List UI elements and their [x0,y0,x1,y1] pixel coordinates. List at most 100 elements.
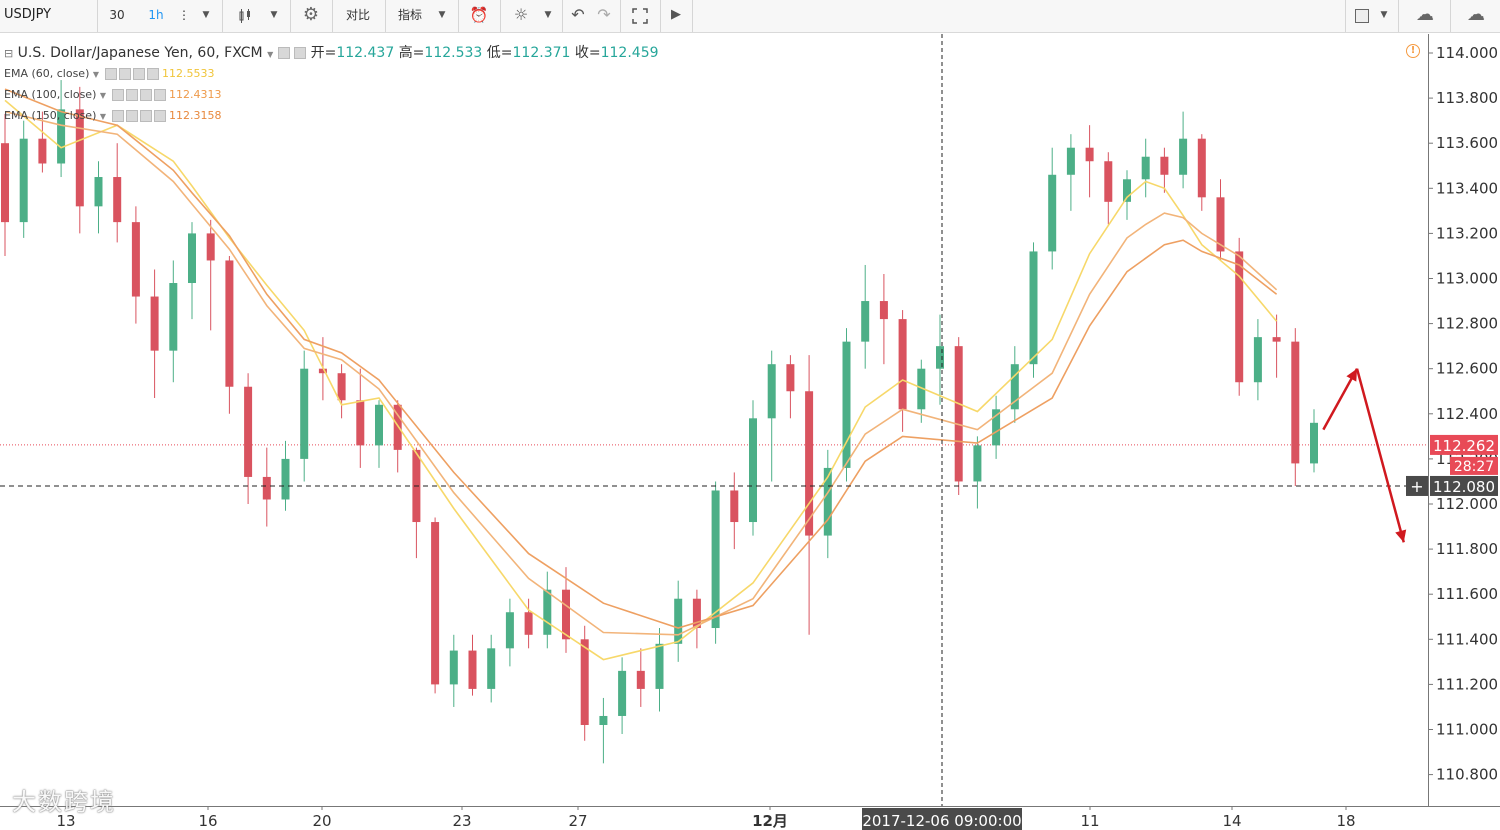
more-intervals-icon[interactable]: ⋮ [178,8,190,22]
eye-icon[interactable] [111,110,124,122]
settings-small-icon[interactable] [125,110,138,122]
current-price-badge [1430,434,1498,455]
interval-1h-button[interactable]: 1h [148,8,164,22]
eye-icon[interactable] [277,47,290,59]
candle-body [580,639,589,725]
settings-small-icon[interactable] [125,89,138,101]
time-tick-label: 11 [1080,812,1099,830]
candle-body [973,445,982,482]
candle-body [1216,197,1225,252]
time-tick-label: 18 [1336,812,1355,830]
compare-button[interactable]: 对比 [345,8,370,22]
replay-play-icon[interactable]: ▶ [671,7,681,22]
close-icon[interactable] [153,89,166,101]
candle-body [1010,364,1019,410]
indicator-value: 112.5533 [162,67,215,80]
top-toolbar: USDJPY 30 1h ⋮ ▼ ▼ ⚙ 对比 指标 ▼ ⏰ ☼ ▼ ↶ ↷ ▶… [0,0,1500,33]
candle-body [936,346,944,369]
candle-body [375,404,383,446]
candle-body [1160,156,1169,175]
close-icon[interactable] [153,110,166,122]
candle-body [244,386,253,477]
candle-body [1179,138,1188,175]
plus-icon[interactable] [139,89,152,101]
idea-bulb-icon[interactable]: ☼ [513,5,529,24]
candle-body [300,368,309,459]
candle-body [1310,422,1318,464]
price-tick-label: 112.000 [1436,495,1498,513]
indicators-button[interactable]: 指标 [397,8,422,22]
layout-dropdown-icon[interactable]: ▼ [1380,10,1388,20]
price-tick-label: 114.000 [1436,44,1498,62]
time-tick-label: 12月 [752,812,788,830]
indicator-caret-icon[interactable]: ▼ [99,112,107,121]
candle-body [1,143,9,223]
candle-body [19,138,28,223]
countdown-badge [1450,456,1498,475]
ohlc-close-value: 112.459 [600,45,659,61]
interval-dropdown-icon[interactable]: ▼ [202,10,210,20]
candle-body [1235,251,1244,383]
candle-body [356,400,365,446]
crosshair-plus-icon[interactable]: + [1410,477,1423,496]
time-tick-label: 20 [312,812,331,830]
settings-small-icon[interactable] [294,47,307,59]
settings-small-icon[interactable] [118,68,131,80]
candle-body [562,589,570,640]
time-tick-label: 13 [56,812,75,830]
price-tick-label: 112.800 [1436,315,1498,333]
candle-body [393,404,402,450]
crosshair-plus-badge[interactable] [1406,475,1428,496]
idea-dropdown-icon[interactable]: ▼ [544,10,552,20]
symbol-search-field[interactable]: USDJPY [4,7,52,22]
candle-body [1141,156,1150,180]
eye-icon[interactable] [111,89,124,101]
candle-body [75,109,84,207]
candle-body [711,490,720,629]
candle-body [262,476,271,500]
legend-caret-icon[interactable]: ▼ [267,50,274,59]
price-tick-label: 111.200 [1436,675,1498,693]
alert-clock-icon[interactable]: ⏰ [469,6,489,24]
indicator-ema-100[interactable]: EMA (100, close) ▼ 112.4313 [4,88,222,101]
plus-icon[interactable] [139,110,152,122]
price-tick-label: 110.800 [1436,766,1498,784]
ohlc-high-value: 112.533 [424,45,483,61]
candle-body [225,260,234,387]
candle-body [524,612,533,635]
indicator-ema-150[interactable]: EMA (150, close) ▼ 112.3158 [4,109,222,122]
time-tick-label: 14 [1222,812,1241,830]
price-axis[interactable] [1428,34,1500,830]
warning-icon[interactable]: ! [1406,44,1420,58]
collapse-legend-icon[interactable]: ⊟ [4,47,14,60]
chart-type-dropdown-icon[interactable]: ▼ [270,10,278,20]
indicator-caret-icon[interactable]: ▼ [99,91,107,100]
time-tick-label: 16 [198,812,217,830]
cloud-save-icon[interactable]: ☁ [1467,4,1485,25]
price-tick-label: 113.600 [1436,134,1498,152]
candle-body [487,648,496,689]
time-tick-label: 23 [452,812,471,830]
price-tick-label: 113.000 [1436,270,1498,288]
settings-gear-icon[interactable]: ⚙ [302,4,320,25]
eye-icon[interactable] [104,68,117,80]
candle-body [823,467,832,536]
layout-square-icon[interactable] [1350,0,1374,30]
indicators-dropdown-icon[interactable]: ▼ [438,10,446,20]
fullscreen-icon[interactable] [625,0,655,30]
close-icon[interactable] [146,68,159,80]
price-tick-label: 113.800 [1436,89,1498,107]
plus-icon[interactable] [132,68,145,80]
undo-icon[interactable]: ↶ [571,5,585,24]
candle-body [692,598,701,629]
candles-icon[interactable] [230,0,260,30]
candle-body [131,222,140,297]
cloud-load-icon[interactable]: ☁ [1416,4,1434,25]
candle-body [318,368,327,374]
redo-icon[interactable]: ↷ [597,5,611,24]
interval-30-button[interactable]: 30 [109,8,125,22]
crosshair-price-label: 112.080 [1433,478,1495,496]
indicator-caret-icon[interactable]: ▼ [92,70,100,79]
indicator-ema-60[interactable]: EMA (60, close) ▼ 112.5533 [4,67,215,80]
